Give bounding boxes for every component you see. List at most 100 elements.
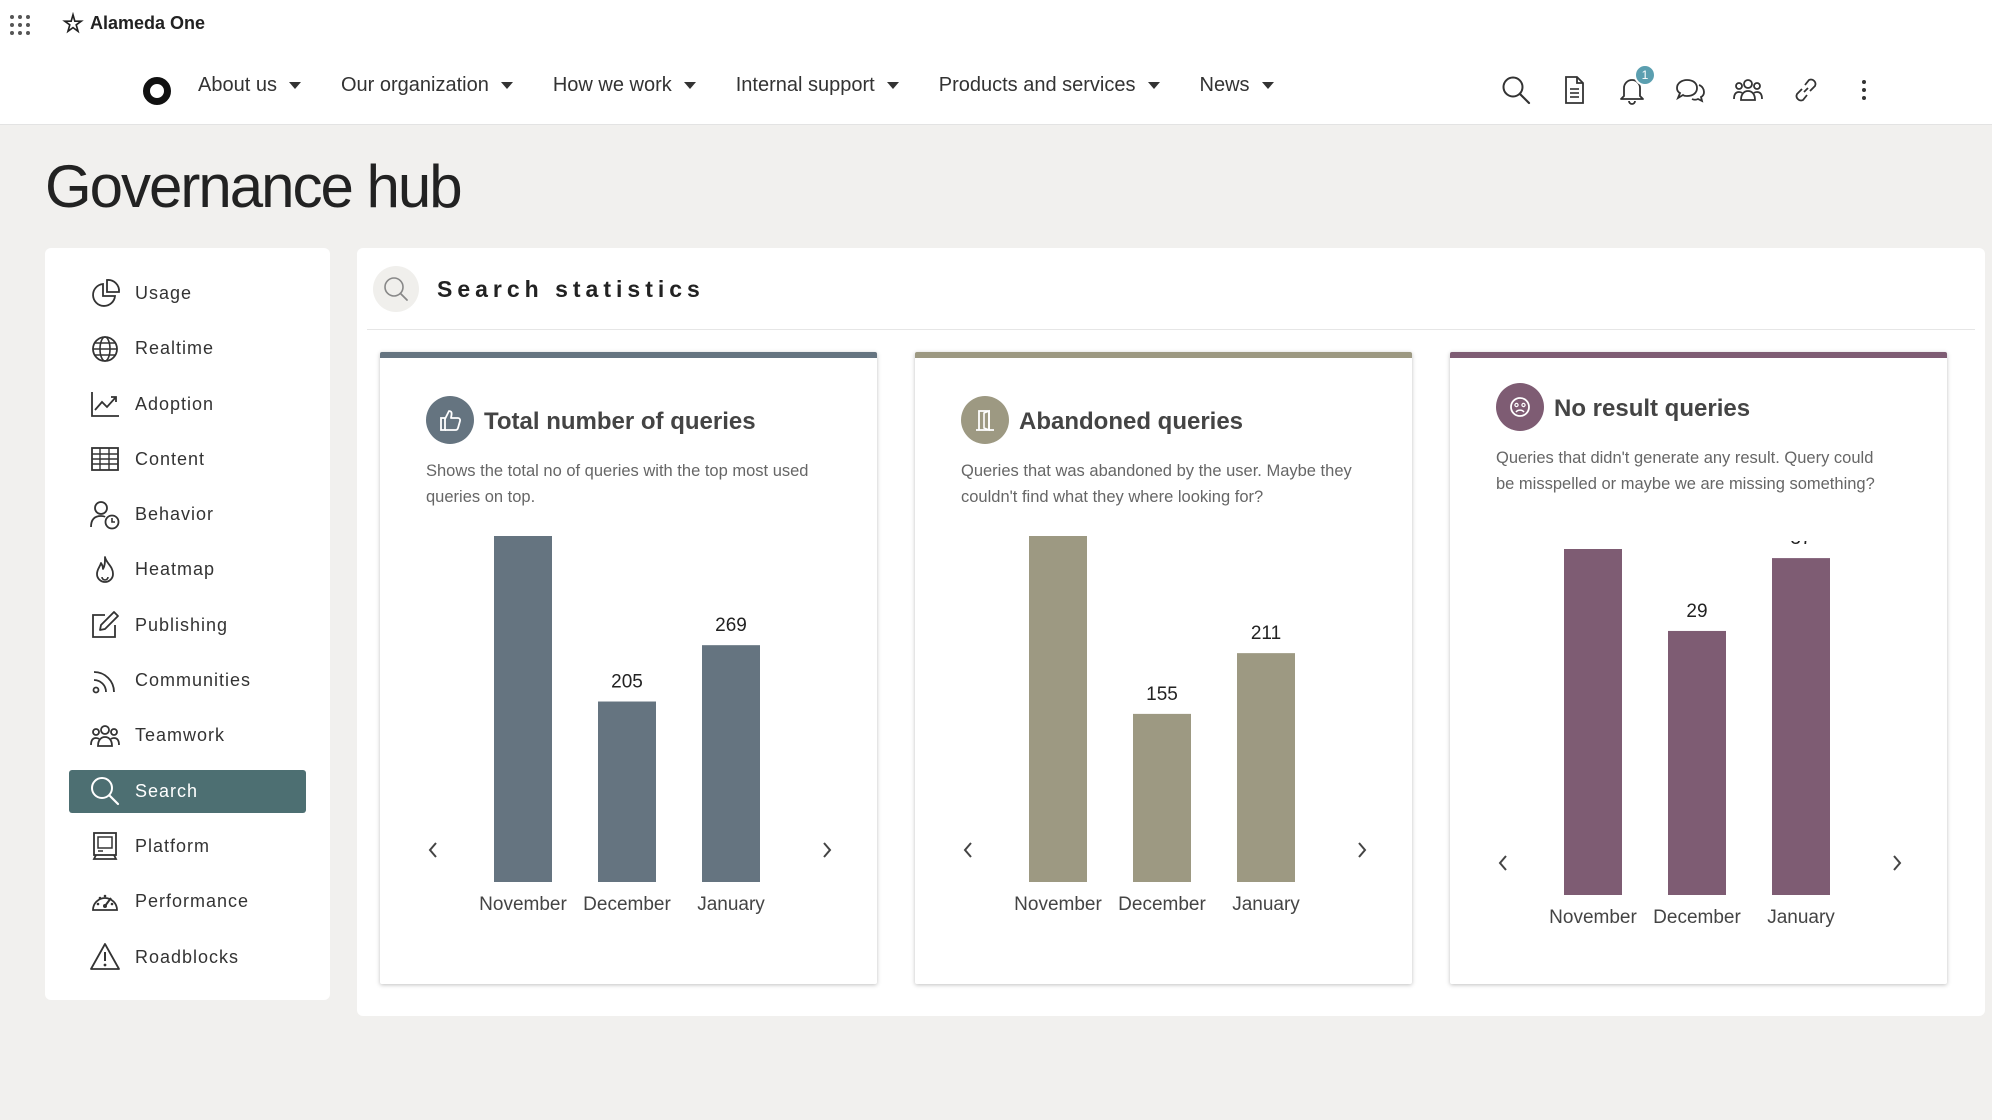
chevron-right-icon[interactable] bbox=[1358, 842, 1367, 858]
bar-november bbox=[494, 536, 552, 882]
notifications-button[interactable]: 1 bbox=[1614, 64, 1656, 108]
people-button[interactable] bbox=[1730, 72, 1766, 108]
brand-name: Alameda One bbox=[90, 12, 206, 33]
panel-header: Search statistics bbox=[373, 266, 705, 312]
chevron-right-icon[interactable] bbox=[823, 842, 832, 858]
sidebar-item-label: Roadblocks bbox=[135, 946, 240, 967]
sidebar-item-heatmap[interactable]: Heatmap bbox=[69, 548, 306, 591]
thumbs-up-icon bbox=[426, 396, 474, 444]
card-no-result-queries: No result queries Queries that didn't ge… bbox=[1450, 352, 1947, 984]
bar-january bbox=[1237, 653, 1295, 882]
links-button[interactable] bbox=[1788, 72, 1824, 108]
document-icon bbox=[1565, 76, 1584, 104]
sidebar-item-label: Publishing bbox=[135, 614, 229, 635]
sidebar-item-content[interactable]: Content bbox=[69, 438, 306, 481]
bar-value-label: 37 bbox=[1790, 541, 1811, 549]
flame-icon bbox=[87, 552, 123, 588]
chevron-left-icon[interactable] bbox=[963, 842, 972, 858]
x-tick-label: January bbox=[697, 894, 765, 915]
kebab-menu-icon bbox=[1862, 80, 1866, 100]
team-icon bbox=[87, 718, 123, 754]
sidebar-item-roadblocks[interactable]: Roadblocks bbox=[69, 936, 306, 979]
home-logo-icon[interactable] bbox=[143, 77, 171, 105]
card-title: Total number of queries bbox=[484, 408, 756, 435]
link-icon bbox=[1795, 78, 1817, 102]
sidebar-item-teamwork[interactable]: Teamwork bbox=[69, 714, 306, 757]
nav-label: How we work bbox=[552, 74, 672, 96]
search-button[interactable] bbox=[1498, 72, 1534, 108]
search-icon bbox=[373, 266, 419, 312]
chat-button[interactable] bbox=[1672, 72, 1708, 108]
caret-down-icon bbox=[683, 82, 696, 89]
sidebar-item-search[interactable]: Search bbox=[69, 769, 306, 813]
search-icon bbox=[1502, 76, 1531, 105]
bar-chart-total-queries: 393November205December269January bbox=[380, 506, 877, 928]
globe-icon bbox=[87, 331, 123, 367]
nav-item-how-we-work[interactable]: How we work bbox=[553, 74, 696, 97]
nav-item-products-and-services[interactable]: Products and services bbox=[939, 74, 1160, 97]
sidebar-item-publishing[interactable]: Publishing bbox=[69, 604, 306, 647]
x-tick-label: December bbox=[1118, 894, 1206, 915]
chat-bubbles-icon bbox=[1676, 79, 1705, 103]
nav-item-news[interactable]: News bbox=[1200, 74, 1274, 97]
main-nav: About us Our organization How we work In… bbox=[198, 74, 1314, 97]
door-exit-icon bbox=[961, 396, 1009, 444]
star-logo-icon bbox=[62, 12, 84, 34]
sidebar-item-label: Content bbox=[135, 448, 206, 469]
header-actions: 1 bbox=[1498, 64, 1904, 108]
computer-icon bbox=[87, 828, 123, 864]
brand[interactable]: Alameda One bbox=[62, 12, 205, 34]
sad-face-icon bbox=[1496, 383, 1544, 431]
bar-value-label: 269 bbox=[715, 615, 747, 636]
sidebar-item-label: Usage bbox=[135, 283, 193, 303]
app-launcher-icon[interactable] bbox=[10, 15, 30, 35]
card-description: Queries that didn't generate any result.… bbox=[1496, 449, 1875, 493]
divider bbox=[367, 329, 1975, 330]
sidebar-item-performance[interactable]: Performance bbox=[69, 880, 306, 923]
sidebar-item-label: Adoption bbox=[135, 393, 215, 414]
nav-label: Internal support bbox=[735, 74, 875, 96]
sidebar-item-platform[interactable]: Platform bbox=[69, 825, 306, 868]
sidebar-item-adoption[interactable]: Adoption bbox=[69, 383, 306, 426]
x-tick-label: November bbox=[479, 894, 567, 915]
chevron-left-icon[interactable] bbox=[1498, 855, 1507, 871]
notification-badge: 1 bbox=[1634, 64, 1656, 86]
nav-item-about-us[interactable]: About us bbox=[198, 74, 301, 97]
chart-svg: 38November29December37January bbox=[1498, 519, 1902, 928]
document-button[interactable] bbox=[1556, 72, 1592, 108]
sidebar-item-behavior[interactable]: Behavior bbox=[69, 493, 306, 536]
caret-down-icon bbox=[500, 82, 513, 89]
x-tick-label: November bbox=[1014, 894, 1102, 915]
warning-icon bbox=[87, 939, 123, 975]
x-tick-label: January bbox=[1232, 894, 1300, 915]
sidebar-item-label: Search bbox=[135, 780, 199, 801]
nav-item-internal-support[interactable]: Internal support bbox=[736, 74, 899, 97]
table-grid-icon bbox=[87, 441, 123, 477]
panel-title: Search statistics bbox=[437, 275, 705, 302]
card-total-queries: Total number of queries Shows the total … bbox=[380, 352, 877, 984]
sidebar-item-communities[interactable]: Communities bbox=[69, 659, 306, 702]
x-tick-label: December bbox=[583, 894, 671, 915]
x-tick-label: January bbox=[1767, 907, 1835, 928]
nav-label: Our organization bbox=[340, 74, 489, 96]
chevron-right-icon[interactable] bbox=[1893, 855, 1902, 871]
sidebar-item-label: Heatmap bbox=[135, 559, 216, 580]
sidebar-item-realtime[interactable]: Realtime bbox=[69, 327, 306, 370]
nav-label: Products and services bbox=[938, 74, 1136, 96]
trend-chart-icon bbox=[87, 386, 123, 422]
sidebar-item-label: Performance bbox=[135, 891, 250, 912]
bar-december bbox=[1668, 630, 1726, 895]
team-icon bbox=[1733, 79, 1763, 101]
nav-item-our-organization[interactable]: Our organization bbox=[341, 74, 513, 97]
sidebar-item-label: Teamwork bbox=[135, 725, 226, 746]
more-options-button[interactable] bbox=[1846, 72, 1882, 108]
search-icon bbox=[87, 773, 123, 809]
chevron-left-icon[interactable] bbox=[428, 842, 437, 858]
gauge-icon bbox=[87, 884, 123, 920]
bar-value-label: 211 bbox=[1251, 623, 1281, 644]
sidebar-item-label: Behavior bbox=[135, 504, 215, 525]
sidebar-item-usage[interactable]: Usage bbox=[69, 272, 306, 315]
caret-down-icon bbox=[1261, 82, 1274, 89]
chart-svg: 393November205December269January bbox=[428, 506, 832, 915]
card-title: No result queries bbox=[1554, 395, 1751, 422]
